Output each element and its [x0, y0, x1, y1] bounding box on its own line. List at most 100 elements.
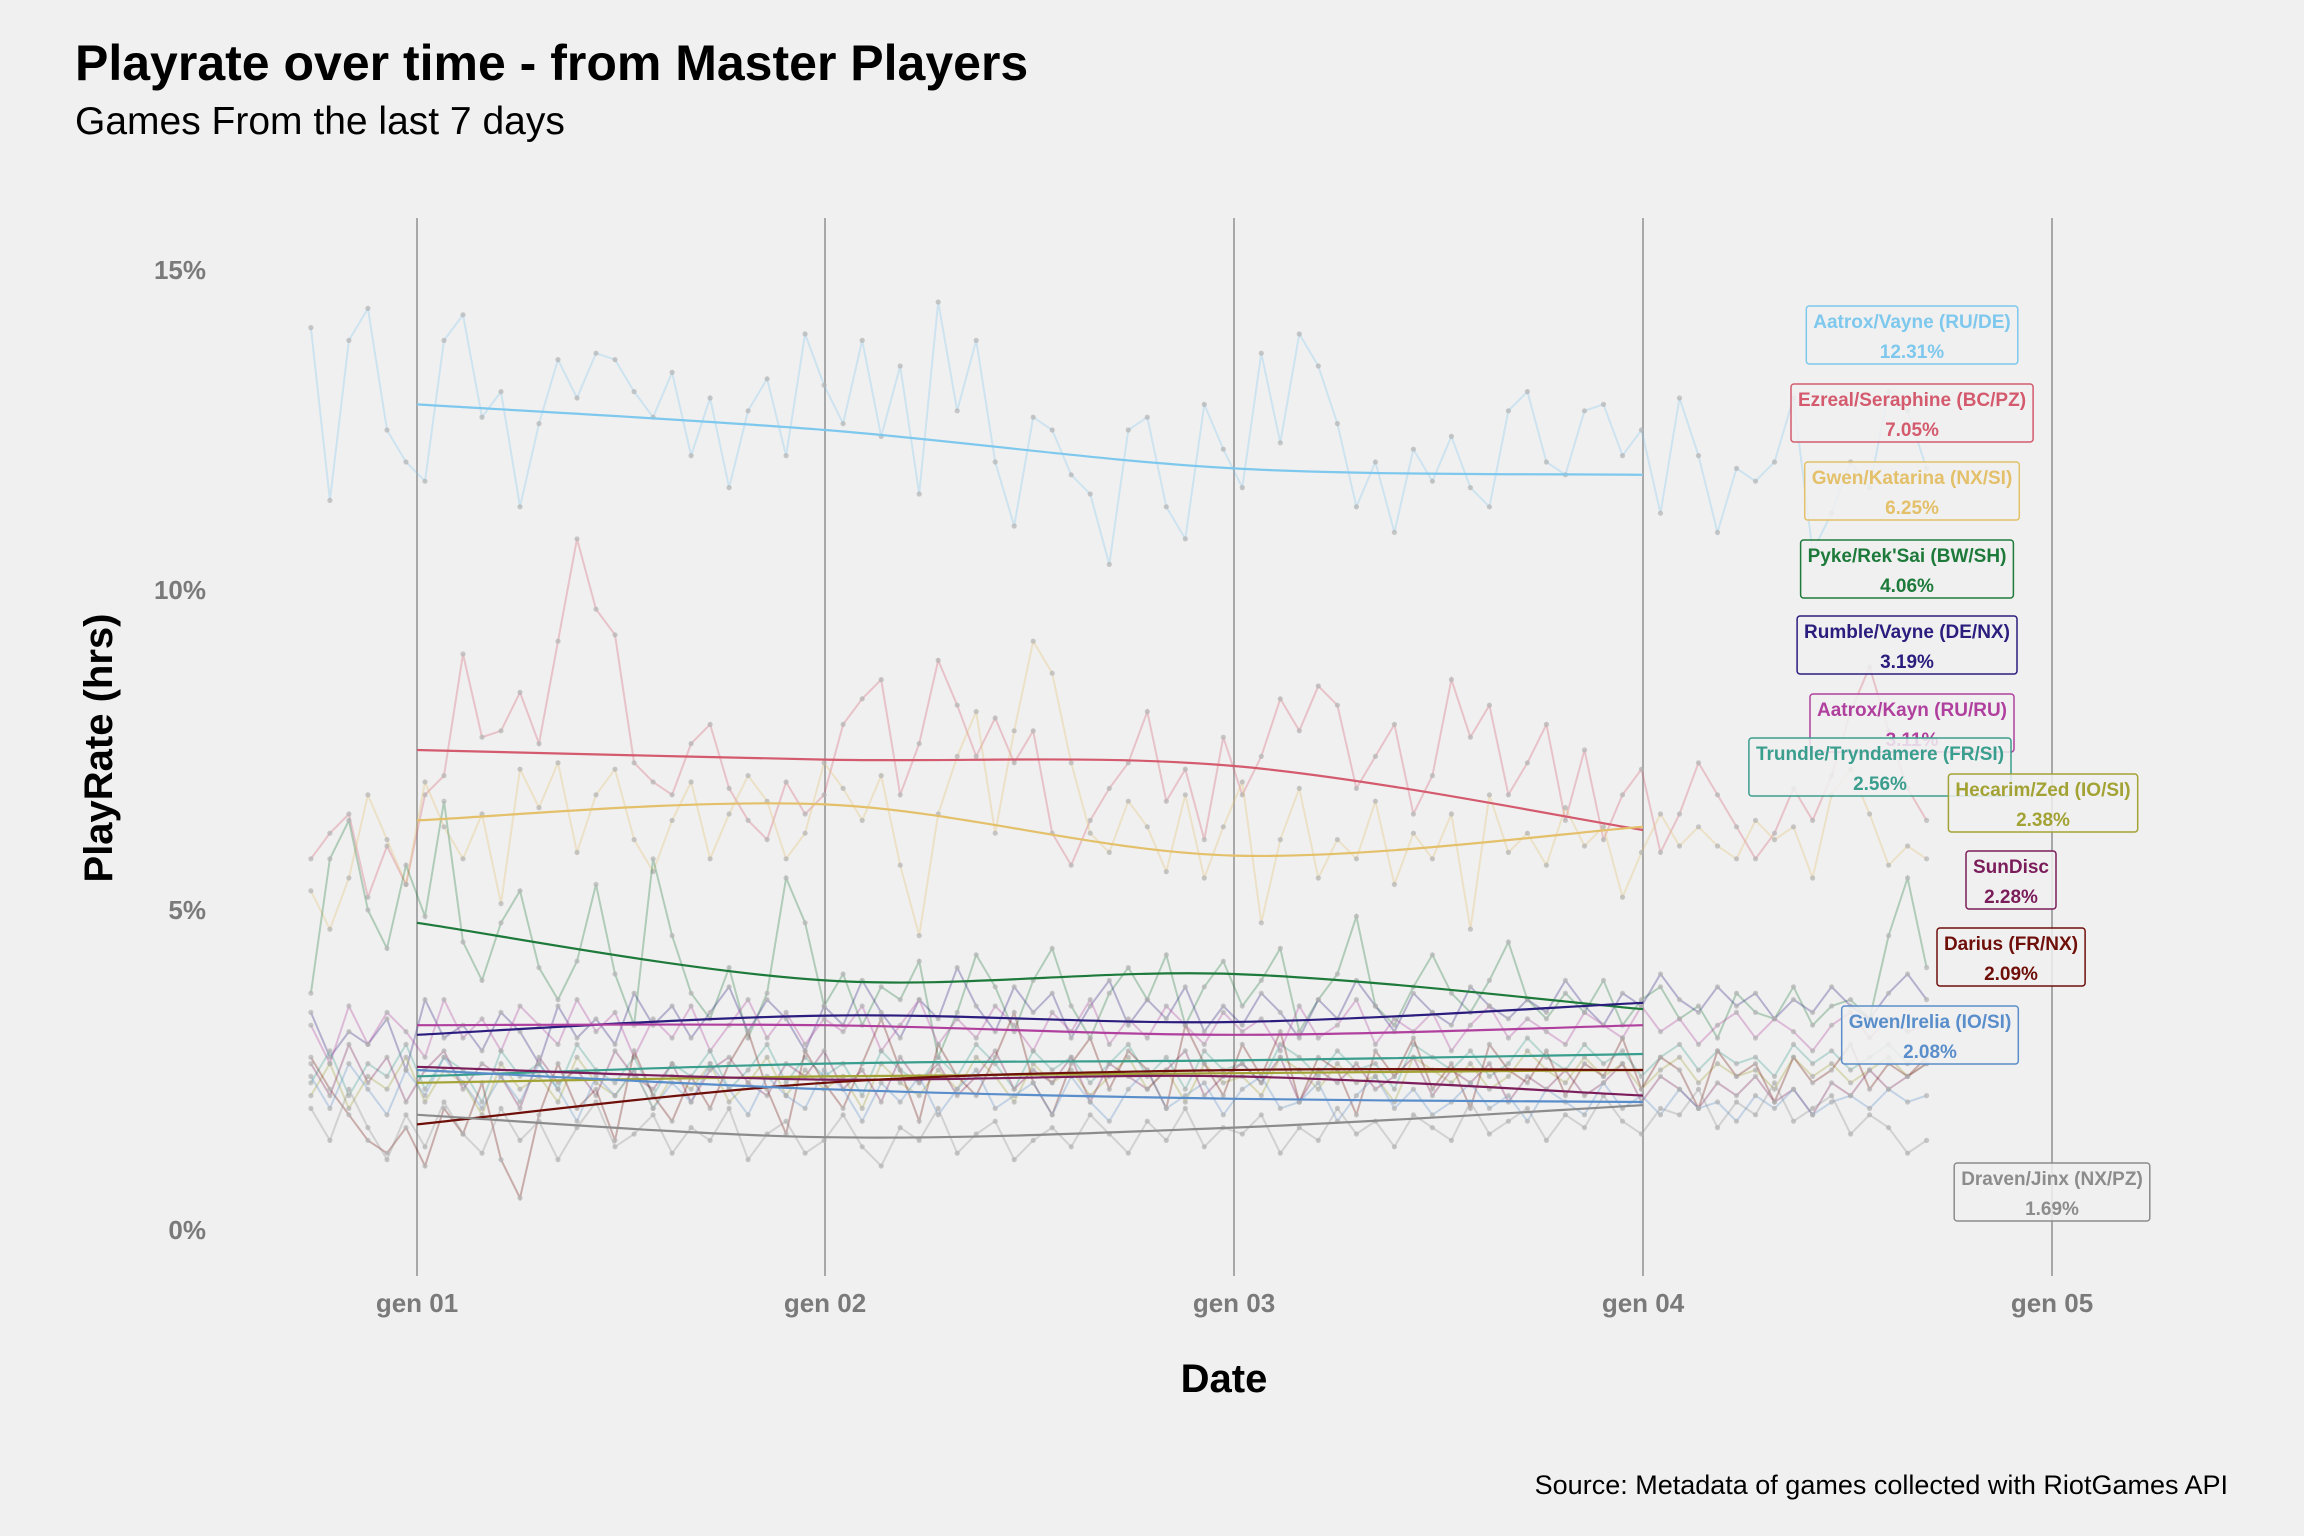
raw-point [1353, 1131, 1359, 1137]
raw-point [1296, 1035, 1302, 1041]
raw-point [1581, 1009, 1588, 1016]
raw-point [1810, 1112, 1816, 1118]
raw-point [935, 1067, 941, 1073]
raw-point [1106, 1086, 1112, 1092]
raw-point [1886, 862, 1892, 868]
trend-series-line [416, 802, 1644, 858]
raw-point [612, 1041, 618, 1047]
raw-point [1258, 977, 1264, 984]
raw-point [1790, 984, 1797, 990]
series-label-box [1965, 850, 2057, 910]
raw-point [574, 395, 580, 401]
raw-point [1752, 1067, 1759, 1073]
raw-point [1486, 702, 1492, 708]
raw-point [1886, 1086, 1892, 1092]
raw-point [1410, 830, 1416, 836]
raw-point [1391, 881, 1397, 888]
raw-point [1372, 1061, 1378, 1067]
raw-point [1353, 856, 1359, 862]
raw-point [1068, 1144, 1074, 1150]
raw-point [1296, 1003, 1302, 1009]
raw-point [1600, 977, 1607, 984]
raw-point [422, 779, 428, 785]
raw-point [327, 830, 333, 836]
raw-point [574, 1118, 580, 1124]
raw-point [1848, 1131, 1854, 1137]
raw-point [897, 1080, 903, 1086]
raw-point [1581, 408, 1588, 414]
raw-point [1410, 1041, 1416, 1047]
raw-point [1334, 1048, 1340, 1054]
raw-point [1581, 1093, 1588, 1099]
raw-point [897, 1054, 903, 1060]
raw-point [1638, 427, 1645, 433]
raw-point [954, 702, 960, 708]
raw-point [1334, 1061, 1340, 1067]
raw-point [1220, 1093, 1226, 1099]
raw-point [1733, 1118, 1740, 1124]
raw-point [1087, 1003, 1093, 1009]
raw-point [1277, 837, 1283, 843]
raw-point [517, 1029, 523, 1035]
raw-point [1144, 1086, 1150, 1092]
series-label-name: Darius (FR/NX) [1944, 934, 2078, 955]
raw-point [631, 1048, 637, 1054]
raw-point [327, 926, 333, 932]
raw-point [1087, 817, 1093, 824]
raw-point [1030, 1067, 1036, 1073]
raw-point [1562, 1112, 1568, 1118]
raw-point [441, 997, 447, 1003]
raw-point [650, 1016, 656, 1022]
raw-point [1220, 1080, 1226, 1086]
raw-point [1201, 1061, 1207, 1067]
raw-point [574, 536, 580, 542]
raw-point [1638, 1131, 1645, 1137]
raw-point [1410, 811, 1416, 817]
raw-point [1771, 1016, 1778, 1022]
raw-point [1182, 1105, 1188, 1111]
trend-series-line [416, 1052, 1644, 1078]
raw-point [1315, 1137, 1321, 1143]
raw-point [536, 1054, 542, 1060]
raw-point [1448, 1022, 1454, 1028]
raw-point [1657, 1054, 1664, 1060]
raw-point [1676, 395, 1683, 401]
raw-point [517, 1099, 523, 1105]
raw-point [1448, 677, 1454, 683]
series-label-name: Aatrox/Vayne (RU/DE) [1813, 312, 2010, 333]
raw-point [707, 1061, 713, 1067]
series-label-value: 3.19% [1880, 652, 1934, 673]
raw-point [1771, 459, 1778, 465]
raw-point [1011, 1099, 1017, 1105]
raw-point [1467, 1080, 1473, 1086]
raw-point [1905, 1150, 1911, 1156]
y-tick-label: 15% [154, 255, 206, 285]
raw-point [1829, 1022, 1835, 1028]
raw-point [1030, 728, 1036, 734]
raw-series-line [310, 1080, 1928, 1168]
raw-point [916, 997, 922, 1003]
raw-point [1486, 977, 1492, 984]
raw-point [878, 1080, 884, 1086]
y-tick-label: 0% [168, 1215, 206, 1245]
raw-point [441, 1048, 447, 1054]
raw-point [1486, 792, 1492, 798]
raw-point [1144, 1118, 1150, 1124]
series-label: Ezreal/Seraphine (BC/PZ) 7.05% [1790, 383, 2034, 443]
raw-point [1030, 1080, 1036, 1086]
raw-point [745, 1157, 751, 1163]
raw-point [536, 741, 542, 747]
raw-point [1733, 824, 1740, 830]
raw-point [669, 1061, 675, 1067]
raw-point [1220, 824, 1226, 830]
x-tick-label: gen 04 [1602, 1288, 1685, 1318]
raw-point [802, 331, 808, 337]
raw-point [1733, 856, 1740, 862]
raw-point [517, 689, 523, 696]
raw-point [707, 1105, 713, 1111]
raw-point [422, 913, 428, 920]
raw-point [1201, 1080, 1207, 1086]
raw-point [1657, 1067, 1664, 1073]
raw-point [441, 337, 447, 343]
raw-point [821, 1137, 827, 1143]
